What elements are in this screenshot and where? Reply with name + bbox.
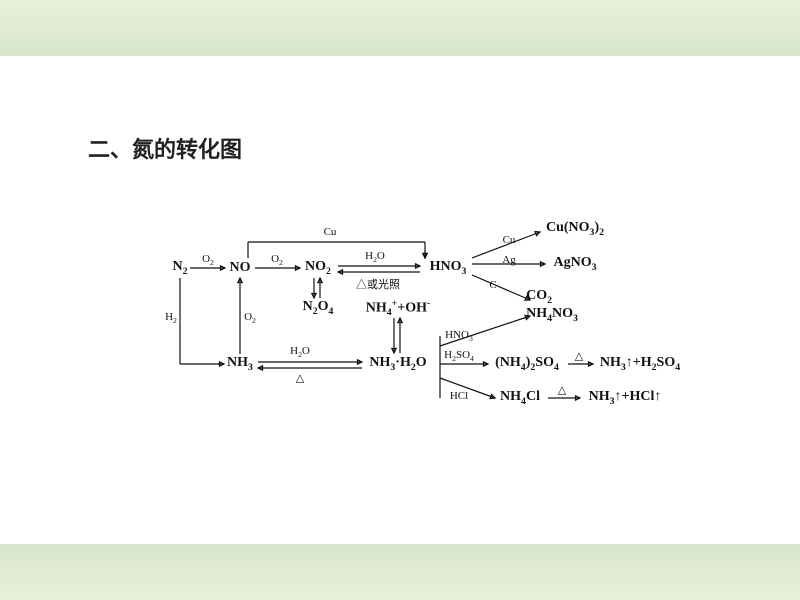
label-l12: H2SO4 bbox=[444, 349, 474, 363]
node-NH4OH: NH4++OH- bbox=[366, 298, 431, 318]
node-N2O4: N2O4 bbox=[303, 299, 334, 317]
label-l10: H2O bbox=[290, 345, 310, 359]
node-N2: N2 bbox=[172, 259, 187, 277]
node-AmSO4d: NH3↑+H2SO4 bbox=[600, 355, 680, 373]
label-l2: O2 bbox=[271, 253, 283, 267]
label-l14: △ bbox=[575, 350, 583, 363]
node-NO2: NO2 bbox=[305, 259, 331, 277]
label-l3: H2O bbox=[365, 250, 385, 264]
node-NH3: NH3 bbox=[227, 355, 253, 373]
node-CuNO3: Cu(NO3)2 bbox=[546, 220, 604, 238]
label-l10b: △ bbox=[296, 372, 304, 385]
label-l8: H2 bbox=[165, 311, 177, 325]
node-AmSO4: (NH4)2SO4 bbox=[495, 355, 559, 373]
node-NH4Cld: NH3↑+HCl↑ bbox=[589, 389, 662, 407]
label-l5: Cu bbox=[503, 234, 516, 246]
node-NH3H2O: NH3·H2O bbox=[369, 355, 426, 373]
node-NO: NO bbox=[230, 260, 251, 276]
label-l6: Ag bbox=[502, 254, 515, 266]
label-l1: O2 bbox=[202, 253, 214, 267]
node-HNO3: HNO3 bbox=[430, 259, 467, 277]
label-l7: C bbox=[489, 279, 496, 291]
diagram-stage: N2 NO NO2 HNO3 Cu(NO3)2 AgNO3 N2O4 NH4++OH- NH3 N… bbox=[0, 0, 800, 600]
node-CO2NH4NO3: CO2NH4NO3 bbox=[526, 288, 578, 324]
label-l9: O2 bbox=[244, 311, 256, 325]
label-l4: Cu bbox=[324, 226, 337, 238]
label-l15: △ bbox=[558, 384, 566, 397]
label-l11: HNO3 bbox=[445, 329, 473, 343]
label-l13: HCl bbox=[450, 390, 468, 402]
node-NH4Cl: NH4Cl bbox=[500, 389, 540, 407]
label-l3b: △或光照 bbox=[356, 276, 400, 292]
node-AgNO3: AgNO3 bbox=[553, 255, 596, 273]
